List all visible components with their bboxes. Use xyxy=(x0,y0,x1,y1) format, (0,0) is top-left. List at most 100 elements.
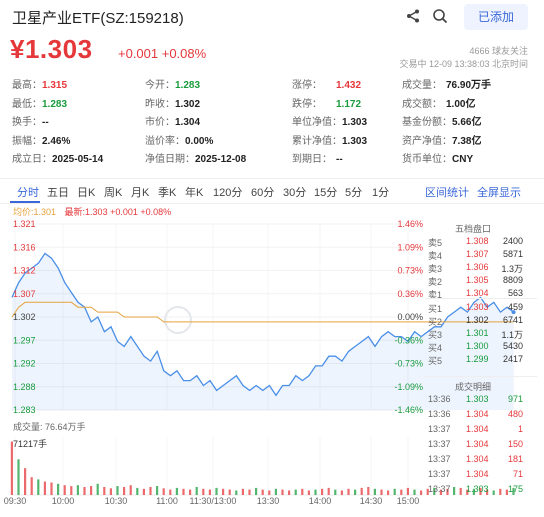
tab-6[interactable]: 年K xyxy=(185,187,204,199)
volume-bar xyxy=(149,487,152,495)
tab-8[interactable]: 60分 xyxy=(251,187,275,199)
stat-value: 2025-05-14 xyxy=(52,154,104,165)
stat-value: 2.46% xyxy=(42,135,71,147)
y-tick-label: 1.292 xyxy=(13,359,36,369)
volume-bar xyxy=(83,487,86,495)
y-pct-label: 0.00% xyxy=(397,312,423,322)
trade-price: 1.304 xyxy=(466,469,489,479)
volume-bar xyxy=(268,490,271,495)
tab-3[interactable]: 周K xyxy=(104,187,123,199)
stat-label: 今开： xyxy=(145,80,175,91)
period-tabs: 分时 五日 日K 周K 月K 季K 年K 120分 60分 30分 15分 5分 1分 区间统计 全屏显示 xyxy=(0,181,544,203)
price-area xyxy=(12,253,514,410)
stat-value: -- xyxy=(42,117,49,128)
volume-bar xyxy=(202,488,205,495)
volume-bar xyxy=(472,488,475,495)
volume-bar xyxy=(17,459,20,495)
ask-label: 卖4 xyxy=(428,251,443,261)
stat-item: 溢价率：0.00% xyxy=(145,132,213,147)
volume-bar xyxy=(37,479,40,495)
volume-bar xyxy=(156,486,159,495)
tab-11[interactable]: 5分 xyxy=(345,187,363,199)
stat-label: 基金份额： xyxy=(402,117,452,128)
tab-12[interactable]: 1分 xyxy=(372,187,390,199)
stat-value: 1.315 xyxy=(42,80,68,91)
tab-4[interactable]: 月K xyxy=(131,187,150,199)
tab-9[interactable]: 30分 xyxy=(283,187,307,199)
latest-price-legend: 最新:1.303 +0.001 +0.08% xyxy=(64,207,172,217)
trade-price: 1.304 xyxy=(466,439,489,449)
stat-value: 1.432 xyxy=(336,80,362,91)
trade-time: 13:37 xyxy=(428,454,451,464)
range-stats-button[interactable]: 区间统计 xyxy=(425,187,469,199)
tab-1[interactable]: 五日 xyxy=(47,187,69,199)
stat-value: 1.303 xyxy=(342,135,368,147)
volume-bar xyxy=(446,488,449,495)
volume-bar xyxy=(505,489,508,495)
add-watchlist-button[interactable]: 已添加 xyxy=(464,4,528,30)
volume-bar xyxy=(439,489,442,495)
stat-item: 净值日期：2025-12-08 xyxy=(145,150,246,165)
stat-item: 到期日： -- xyxy=(292,150,343,165)
search-icon[interactable] xyxy=(432,8,448,24)
stat-value: 1.283 xyxy=(175,80,201,91)
x-tick-label: 15:00 xyxy=(397,496,420,506)
volume-bar xyxy=(433,487,436,495)
page-title: 卫星产业ETF(SZ:159218) xyxy=(12,10,184,27)
trade-time: 13:37 xyxy=(428,484,451,494)
volume-bar xyxy=(360,487,363,495)
volume-bar xyxy=(162,488,165,495)
ask-price: 1.308 xyxy=(466,236,489,246)
latest-point xyxy=(511,310,516,315)
avg-price-line xyxy=(11,301,514,323)
stat-label: 货币单位： xyxy=(402,154,452,165)
volume-bar xyxy=(380,489,383,495)
y-tick-label: 1.312 xyxy=(13,266,36,276)
stat-label: 溢价率： xyxy=(145,135,185,147)
fullscreen-button[interactable]: 全屏显示 xyxy=(477,187,521,199)
trade-vol: 1 xyxy=(517,424,523,434)
stat-value: 76.90万手 xyxy=(446,80,492,91)
volume-bar xyxy=(281,489,284,495)
volume-bar xyxy=(90,486,93,495)
bid-price: 1.300 xyxy=(466,341,489,351)
stat-value: -- xyxy=(336,154,343,165)
tab-5[interactable]: 季K xyxy=(158,187,177,199)
x-tick-label: 09:30 xyxy=(4,496,27,506)
volume-bar xyxy=(228,489,231,495)
intraday-chart[interactable]: 1.321 1.316 1.312 1.307 1.302 1.297 1.292 1.288… xyxy=(0,212,544,517)
trade-time: 13:37 xyxy=(428,439,451,449)
share-icon[interactable] xyxy=(405,8,421,24)
stat-label: 净值日期： xyxy=(145,154,195,165)
chart-legend: 均价:1.301 最新:1.303 +0.001 +0.08% xyxy=(13,205,171,218)
volume-bar xyxy=(76,485,79,495)
tab-7[interactable]: 120分 xyxy=(213,187,243,199)
stat-item: 昨收：1.302 xyxy=(145,95,200,110)
stat-label: 换手： xyxy=(12,117,42,128)
bid-price: 1.303 xyxy=(466,302,489,312)
y-pct-label: -0.36% xyxy=(394,335,423,345)
ask-vol: 8809 xyxy=(502,275,523,285)
stat-item: 最高：1.315 xyxy=(12,76,67,91)
tab-10[interactable]: 15分 xyxy=(314,187,338,199)
tab-0[interactable]: 分时 xyxy=(17,187,39,199)
volume-bar xyxy=(321,488,324,495)
trade-vol: 971 xyxy=(507,394,523,404)
trade-price: 1.303 xyxy=(466,484,489,494)
stat-label: 市价： xyxy=(145,117,175,128)
bid-label: 买2 xyxy=(428,317,443,327)
stat-value: 2025-12-08 xyxy=(195,154,247,165)
volume-bar xyxy=(373,488,376,495)
bid-vol: 6741 xyxy=(502,315,523,325)
volume-bar xyxy=(189,489,192,495)
stat-value: 1.00亿 xyxy=(446,98,476,110)
tab-2[interactable]: 日K xyxy=(77,187,96,199)
volume-bar xyxy=(334,489,337,495)
price-line xyxy=(11,252,514,397)
ask-price: 1.307 xyxy=(466,249,489,259)
divider xyxy=(0,203,544,204)
bid-price: 1.302 xyxy=(466,315,489,325)
volume-bar xyxy=(129,485,132,495)
trade-vol: 175 xyxy=(507,484,523,494)
stat-value: 0.00% xyxy=(185,135,214,147)
